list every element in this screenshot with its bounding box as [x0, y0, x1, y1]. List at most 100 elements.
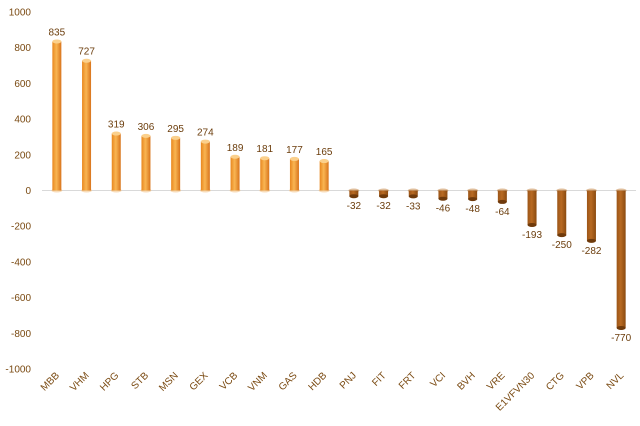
- x-tick-label: BVH: [455, 370, 477, 392]
- y-tick-label: -400: [11, 257, 31, 268]
- x-tick-label: VHM: [68, 370, 92, 394]
- bar: [408, 190, 418, 197]
- y-tick-label: 200: [14, 150, 31, 161]
- data-label: -32: [376, 201, 391, 212]
- x-tick-label: MSN: [157, 370, 181, 394]
- x-tick-label: MBB: [39, 370, 62, 393]
- bar: [82, 60, 92, 191]
- bar: [230, 156, 240, 191]
- bar-cap: [82, 58, 92, 63]
- bar: [468, 190, 478, 200]
- x-axis: MBB VHM HPG STB MSN GEX VCB VNM GAS HDB PNJ FIT FRT V…: [39, 370, 627, 413]
- bar-cap: [408, 194, 418, 199]
- bar-cap: [319, 159, 329, 164]
- data-label: -48: [465, 204, 480, 215]
- bar-group: [615, 188, 627, 330]
- x-tick-label: CTG: [544, 370, 567, 393]
- bar: [200, 141, 210, 191]
- y-tick-label: 1000: [9, 8, 32, 19]
- bar-cap: [171, 135, 181, 140]
- bar-group: [556, 188, 568, 238]
- bar: [557, 190, 567, 236]
- bar-group: [170, 135, 182, 193]
- data-label: -32: [347, 201, 362, 212]
- bar: [52, 41, 62, 191]
- bar-cap: [616, 325, 626, 330]
- x-tick-label: VRE: [485, 370, 508, 393]
- x-tick-label: VCI: [429, 370, 449, 390]
- bar: [319, 161, 329, 191]
- data-label: 727: [78, 47, 95, 58]
- x-tick-label: FRT: [397, 370, 418, 391]
- x-tick-label: GEX: [188, 370, 211, 393]
- bar-group: [199, 139, 211, 193]
- data-label: 177: [286, 145, 303, 156]
- bar: [527, 190, 537, 225]
- y-tick-label: 0: [25, 186, 31, 197]
- x-tick-label: GAS: [277, 370, 300, 393]
- bar-cap: [289, 156, 299, 161]
- bar-group: [81, 58, 93, 193]
- bar-cap: [230, 154, 240, 159]
- bar-cap: [379, 194, 389, 199]
- x-tick-label: VPB: [575, 370, 597, 392]
- bar-cap: [111, 131, 121, 136]
- x-tick-label: HPG: [98, 370, 121, 393]
- bar-cap: [557, 233, 567, 238]
- bar: [616, 190, 626, 328]
- data-labels: 835 727 319 306 295 274 189 181 177 165 -32 -32 -33 -…: [49, 27, 632, 343]
- x-tick-label: STB: [130, 370, 152, 392]
- bar-group: [288, 156, 300, 193]
- x-tick-label: FIT: [370, 370, 388, 388]
- bar-cap: [141, 133, 151, 138]
- y-tick-label: 600: [14, 79, 31, 90]
- bar: [171, 137, 181, 191]
- data-label: 295: [167, 124, 184, 135]
- bar-cap: [52, 39, 62, 44]
- bar: [260, 158, 270, 191]
- bar: [497, 190, 507, 202]
- data-label: -250: [552, 240, 572, 251]
- data-label: 306: [138, 122, 155, 133]
- bar-group: [526, 188, 538, 227]
- x-tick-label: NVL: [605, 370, 627, 392]
- bar-group: [378, 188, 390, 199]
- bar-cap: [200, 139, 210, 144]
- bars: [51, 39, 627, 330]
- y-tick-label: 800: [14, 43, 31, 54]
- x-tick-label: VNM: [246, 370, 270, 394]
- bar-group: [437, 188, 449, 201]
- data-label: -33: [406, 201, 421, 212]
- data-label: -770: [611, 333, 631, 344]
- bar-group: [51, 39, 63, 193]
- bar-group: [259, 156, 271, 193]
- data-label: 189: [227, 143, 244, 154]
- bar-group: [585, 188, 597, 243]
- y-tick-label: -1000: [5, 365, 31, 376]
- x-tick-label: VCB: [218, 370, 241, 393]
- data-label: 319: [108, 120, 125, 131]
- bar-cap: [349, 194, 359, 199]
- x-tick-label: HDB: [307, 370, 330, 393]
- data-label: -193: [522, 230, 542, 241]
- data-label: -46: [436, 204, 451, 215]
- bar-group: [496, 188, 508, 204]
- bar: [141, 135, 151, 191]
- bar: [289, 158, 299, 191]
- bar-group: [229, 154, 241, 193]
- bar: [379, 190, 389, 197]
- data-label: 274: [197, 128, 214, 139]
- bar-cap: [527, 222, 537, 227]
- bar-cap: [468, 197, 478, 202]
- bar-cap: [586, 238, 596, 243]
- bar: [349, 190, 359, 197]
- bar-group: [407, 188, 419, 199]
- y-tick-label: 400: [14, 115, 31, 126]
- bar-group: [467, 188, 479, 202]
- bar-group: [348, 188, 360, 199]
- y-tick-label: -600: [11, 293, 31, 304]
- bar-cap: [260, 156, 270, 161]
- bar-cap: [438, 196, 448, 201]
- bar-group: [140, 133, 152, 193]
